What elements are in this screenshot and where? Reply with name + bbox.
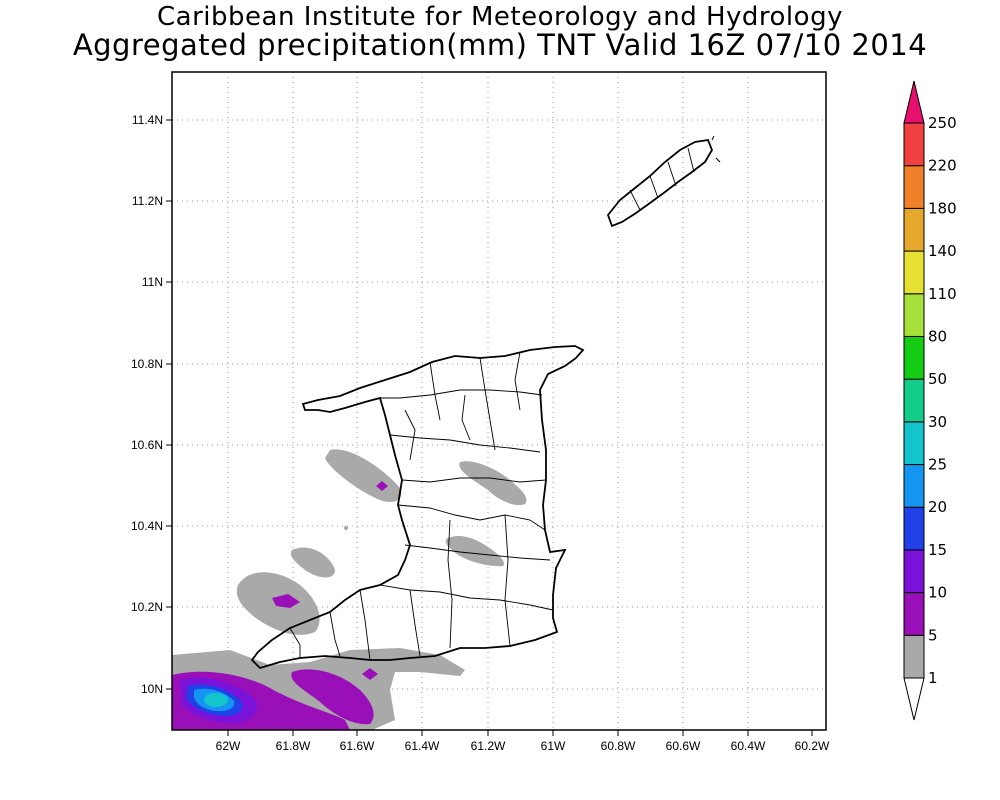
colorbar-swatch: [903, 335, 925, 380]
x-tick-label: 61.6W: [340, 739, 375, 753]
colorbar-swatch: [903, 80, 925, 124]
y-tick-label: 11.4N: [132, 113, 163, 127]
y-tick-label: 10.8N: [131, 357, 163, 371]
graticule: [172, 72, 826, 730]
colorbar-label: 220: [928, 157, 957, 175]
colorbar-swatch: [903, 549, 925, 594]
x-tick-label: 60.4W: [731, 739, 766, 753]
x-tick-label: 61W: [541, 739, 566, 753]
x-tick-label: 61.2W: [471, 739, 506, 753]
colorbar-label: 15: [928, 541, 947, 559]
rain-offshore-west: [236, 449, 402, 635]
colorbar-swatch: [903, 592, 925, 636]
colorbar-label: 5: [928, 626, 938, 644]
y-axis: 10N 10.2N 10.4N 10.6N 10.8N 11N 11.2N 11…: [131, 113, 172, 696]
y-tick-label: 10N: [141, 682, 163, 696]
colorbar-label: 140: [928, 242, 957, 260]
trinidad-island: [250, 345, 585, 670]
map-subtitle: Aggregated precipitation(mm) TNT Valid 1…: [72, 28, 928, 62]
plot-area: [172, 72, 826, 730]
plot-frame: [171, 71, 827, 731]
colorbar-label: 110: [928, 285, 957, 303]
colorbar-label: 30: [928, 413, 947, 431]
x-axis: 62W 61.8W 61.6W 61.4W 61.2W 61W 60.8W 60…: [216, 730, 830, 753]
colorbar-swatch: [903, 293, 925, 337]
y-tick-label: 10.4N: [131, 519, 163, 533]
colorbar-label: 25: [928, 456, 947, 474]
y-tick-label: 11N: [142, 275, 163, 289]
colorbar-swatch: [903, 506, 925, 551]
colorbar-swatch: [903, 634, 925, 679]
colorbar-swatch: [903, 677, 925, 721]
x-tick-label: 62W: [216, 739, 241, 753]
colorbar-label: 250: [928, 114, 957, 132]
x-tick-label: 61.4W: [405, 739, 440, 753]
colorbar-swatch: [903, 207, 925, 252]
colorbar-label: 1: [928, 669, 938, 687]
colorbar-label: 80: [928, 327, 947, 345]
colorbar-label: 50: [928, 370, 947, 388]
colorbar-swatch: [903, 378, 925, 423]
x-tick-label: 60.8W: [601, 739, 636, 753]
colorbar-label: 180: [928, 199, 957, 217]
colorbar-swatch: [903, 250, 925, 295]
colorbar-label: 20: [928, 498, 947, 516]
y-tick-label: 11.2N: [132, 194, 163, 208]
x-tick-label: 60.6W: [666, 739, 701, 753]
colorbar-swatch: [903, 122, 925, 167]
rain-central: [445, 461, 527, 567]
tobago-island: [606, 135, 721, 228]
y-tick-label: 10.6N: [131, 438, 163, 452]
colorbar-swatch: [903, 464, 925, 508]
colorbar-label: 10: [928, 584, 947, 602]
map-title: Caribbean Institute for Meteorology and …: [157, 2, 843, 32]
colorbar-swatch: [903, 421, 925, 466]
x-tick-label: 61.8W: [276, 739, 311, 753]
colorbar-swatch: [903, 165, 925, 209]
x-tick-label: 60.2W: [795, 739, 830, 753]
y-tick-label: 10.2N: [131, 600, 163, 614]
rain-southwest-sea: [172, 648, 465, 730]
